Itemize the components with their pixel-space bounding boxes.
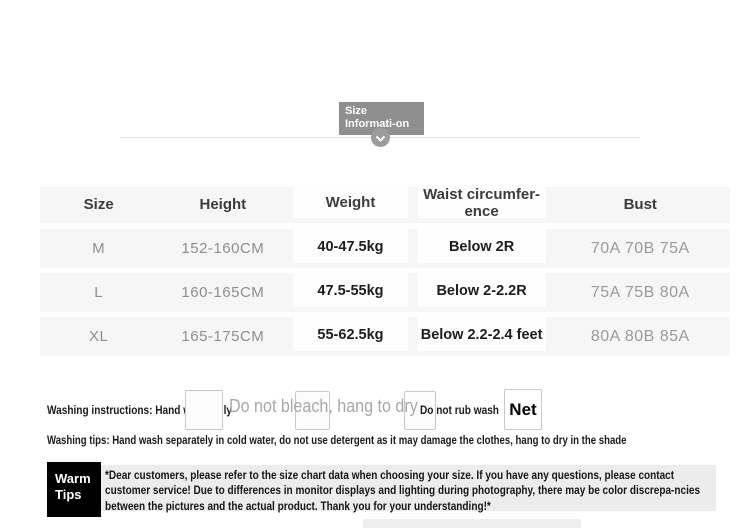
- cell-size: L: [94, 284, 104, 301]
- cell-bust: 70A 70B 75A: [590, 239, 690, 257]
- header-bust: Bust: [623, 196, 657, 214]
- bottom-partial-element: [363, 519, 581, 528]
- care-icon-placeholder: [185, 390, 223, 430]
- cell-size: M: [92, 240, 106, 257]
- net-label: Net: [509, 399, 537, 419]
- cell-height: 165-175CM: [181, 328, 265, 345]
- warm-tips-label: Warm Tips: [47, 462, 101, 517]
- cell-waist: Below 2-2.2R: [413, 270, 551, 312]
- rub-wash-note: Do not rub wash: [420, 403, 499, 417]
- table-row: L 160-165CM 47.5-55kg Below 2-2.2R 75A 7…: [40, 270, 730, 312]
- warm-tips-text: *Dear customers, please refer to the siz…: [105, 468, 701, 513]
- cell-size: XL: [88, 328, 109, 345]
- cell-height: 160-165CM: [181, 284, 265, 301]
- cell-waist: Below 2R: [413, 226, 551, 268]
- table-header-row: Size Height Weight Waist circumfer-ence …: [40, 184, 730, 223]
- table-row: XL 165-175CM 55-62.5kg Below 2.2-2.4 fee…: [40, 314, 730, 356]
- cell-weight: 55-62.5kg: [288, 314, 412, 356]
- cell-weight: 40-47.5kg: [288, 226, 412, 268]
- table-row: M 152-160CM 40-47.5kg Below 2R 70A 70B 7…: [40, 226, 730, 268]
- cell-bust: 80A 80B 85A: [590, 327, 690, 345]
- care-icon-placeholder: [404, 391, 436, 430]
- header-height: Height: [199, 196, 247, 214]
- cell-bust: 75A 75B 80A: [590, 283, 690, 301]
- expand-toggle[interactable]: [371, 128, 390, 147]
- cell-height: 152-160CM: [181, 240, 265, 257]
- chevron-down-icon: [375, 129, 386, 147]
- care-icon-placeholder: [295, 391, 330, 430]
- washing-tips-text: Washing tips: Hand wash separately in co…: [47, 433, 627, 447]
- net-label-box: Net: [504, 389, 542, 430]
- header-size: Size: [83, 196, 114, 214]
- cell-weight: 47.5-55kg: [288, 270, 412, 312]
- bleach-note: Do not bleach, hang to dry: [229, 395, 418, 416]
- size-chart-table: Size Height Weight Waist circumfer-ence …: [40, 184, 730, 361]
- warm-tips-body: *Dear customers, please refer to the siz…: [101, 465, 716, 513]
- cell-waist: Below 2.2-2.4 feet: [413, 314, 551, 356]
- header-waist: Waist circumfer-ence: [413, 184, 551, 223]
- header-weight: Weight: [288, 184, 412, 223]
